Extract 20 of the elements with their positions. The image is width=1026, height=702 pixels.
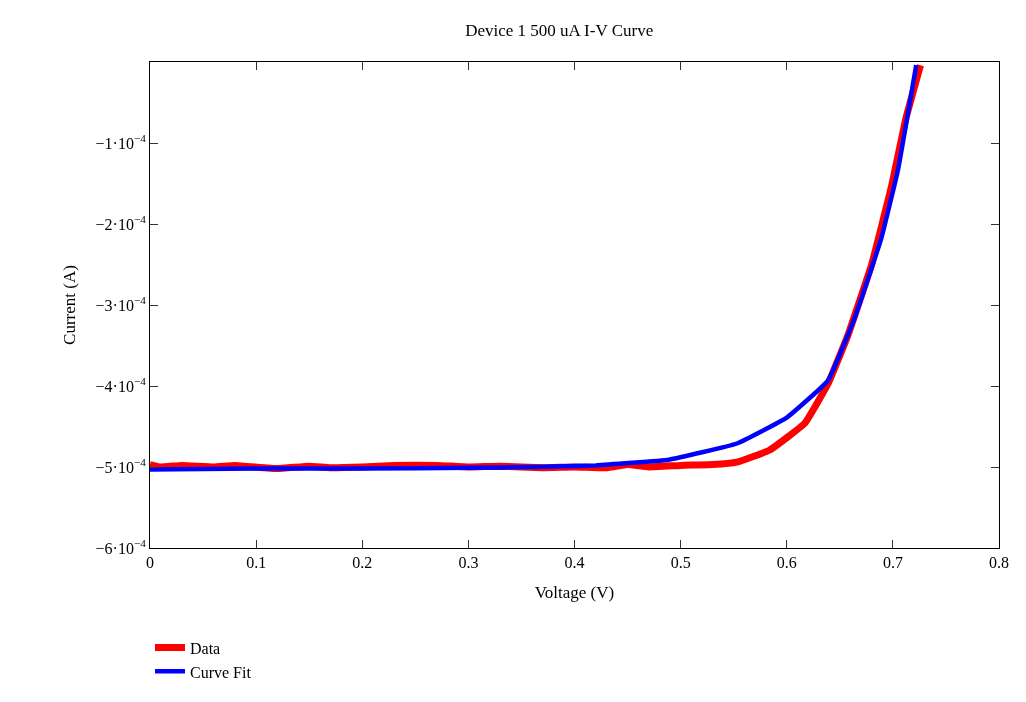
y-axis-title: Current (A) [60, 265, 80, 345]
y-tick-label: −1·10$^{−4}$ [95, 131, 147, 152]
y-tick-label: −6·10$^{−4}$ [95, 536, 147, 557]
x-tick-label: 0.2 [352, 554, 373, 572]
x-tick-label: 0.8 [989, 554, 1009, 572]
legend-label: Data [190, 639, 221, 657]
x-tick-label: 0.6 [776, 554, 797, 572]
legend-label: Curve Fit [190, 663, 252, 681]
x-tick-label: 0.7 [882, 554, 903, 572]
x-tick-label: 0 [146, 554, 154, 572]
x-tick-label: 0.1 [246, 554, 267, 572]
y-tick-label: −4·10$^{−4}$ [95, 374, 147, 395]
y-tick-label: −2·10$^{−4}$ [95, 212, 147, 233]
y-tick-label: −5·10$^{−4}$ [95, 455, 147, 476]
chart-title: Device 1 500 uA I-V Curve [465, 21, 654, 41]
x-tick-label: 0.5 [670, 554, 691, 572]
x-tick-label: 0.3 [458, 554, 479, 572]
y-tick-label: −3·10$^{−4}$ [95, 293, 147, 314]
x-tick-label: 0.4 [564, 554, 585, 572]
x-axis-title: Voltage (V) [534, 582, 615, 602]
